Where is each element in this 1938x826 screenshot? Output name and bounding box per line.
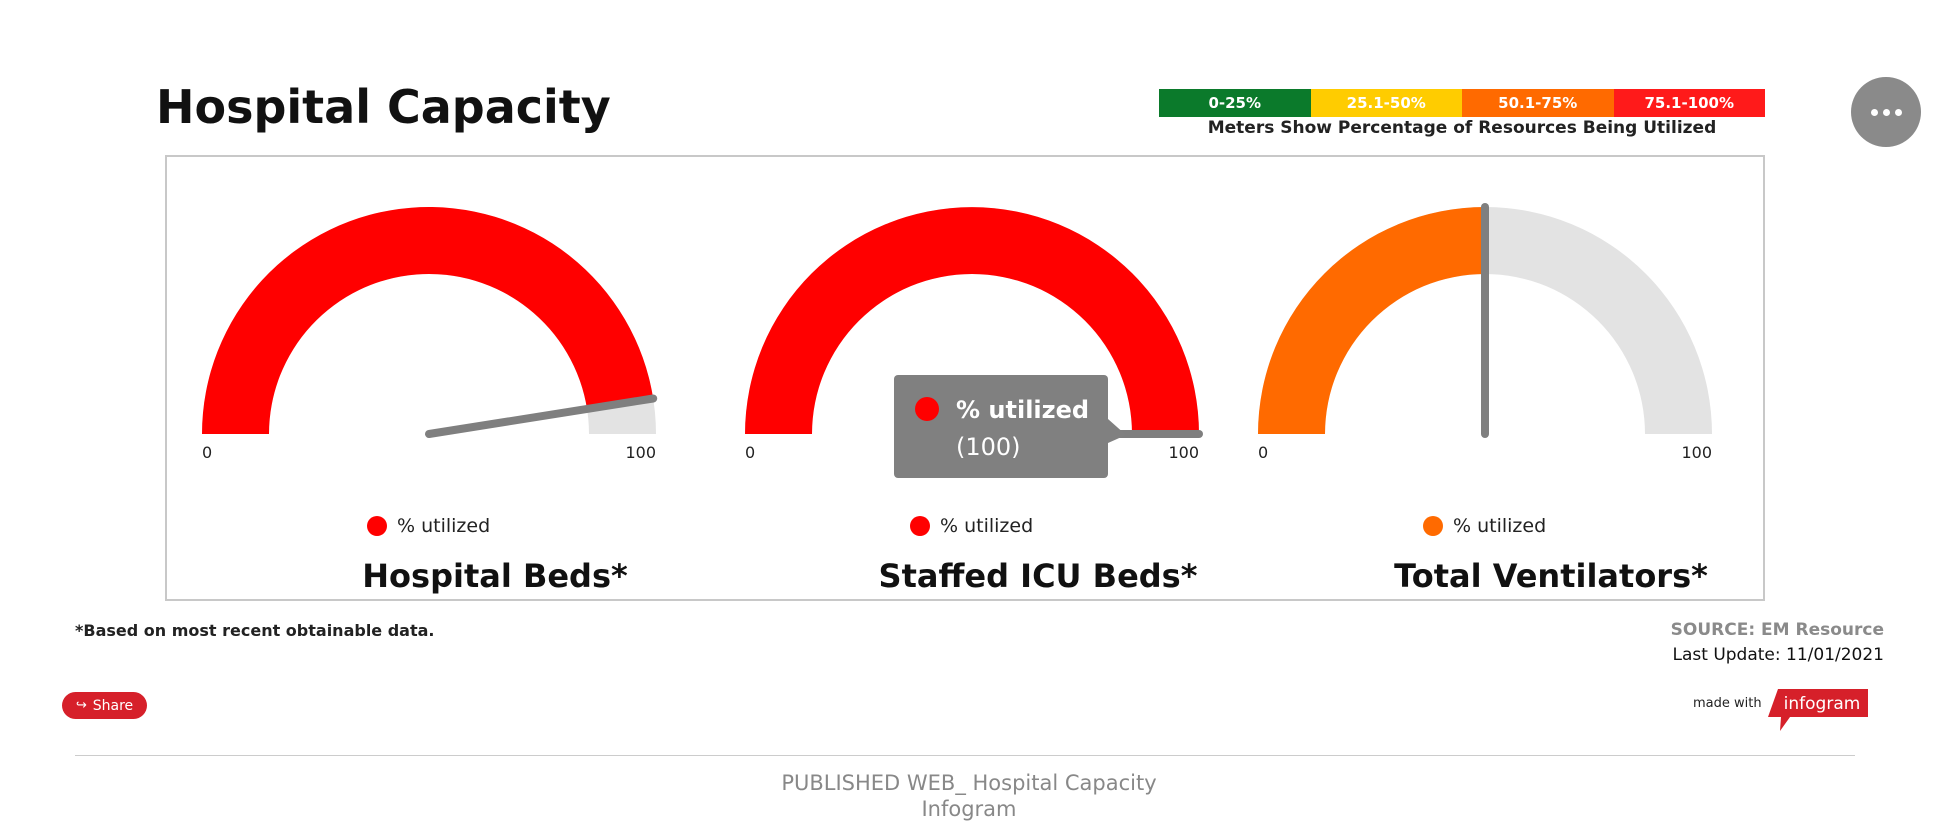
tooltip-series-name: % utilized (956, 396, 1089, 424)
gauges-svg: 0 100 % utilized 0 100 % utilized % utilized (1… (202, 203, 1712, 537)
infogram-logo[interactable]: infogram (1768, 689, 1868, 731)
legend-range-25-50: 25.1-50% (1310, 89, 1462, 117)
legend-marker (910, 516, 930, 536)
color-scale-legend: 0-25% 25.1-50% 50.1-75% 75.1-100% (1159, 89, 1765, 117)
footnote: *Based on most recent obtainable data. (75, 621, 435, 640)
legend-label: % utilized (1453, 515, 1546, 537)
gauge-title-ventilators: Total Ventilators* (1394, 557, 1708, 595)
page-title: Hospital Capacity (156, 80, 611, 134)
more-dots-icon (1882, 108, 1890, 116)
gauge-max-label: 100 (1681, 443, 1712, 462)
source-label: SOURCE: EM Resource (1670, 620, 1884, 640)
divider (75, 755, 1855, 756)
legend-label: % utilized (940, 515, 1033, 537)
gauge-min-label: 0 (745, 443, 755, 462)
gauge-max-label: 100 (1168, 443, 1199, 462)
tooltip-marker (915, 397, 939, 421)
last-update: Last Update: 11/01/2021 (1672, 645, 1885, 665)
gauge-min-label: 0 (1258, 443, 1268, 462)
tooltip-pointer (1108, 419, 1126, 443)
gauge-value-arc[interactable] (745, 207, 1199, 434)
share-label: Share (92, 697, 134, 714)
legend-marker (1423, 516, 1443, 536)
legend-range-0-25: 0-25% (1159, 89, 1311, 117)
gauge-max-label: 100 (625, 443, 656, 462)
page-caption: PUBLISHED WEB_ Hospital Capacity Infogra… (0, 770, 1938, 822)
gauge-needle (425, 394, 658, 438)
legend-label: % utilized (397, 515, 490, 537)
tooltip-value: (100) (956, 433, 1021, 461)
gauge-title-hospital-beds: Hospital Beds* (362, 557, 628, 595)
more-dots-icon (1894, 108, 1902, 116)
gauges-panel: 0 100 % utilized 0 100 % utilized % utilized (1… (165, 155, 1765, 601)
gauge-value-arc[interactable] (202, 207, 654, 434)
gauge-min-label: 0 (202, 443, 212, 462)
legend-range-50-75: 50.1-75% (1462, 89, 1614, 117)
brand-label: infogram (1784, 694, 1861, 714)
page-caption-line: PUBLISHED WEB_ Hospital Capacity (781, 771, 1157, 795)
page-caption-line: Infogram (921, 797, 1017, 821)
legend-caption: Meters Show Percentage of Resources Bein… (1207, 118, 1717, 138)
gauge-title-icu-beds: Staffed ICU Beds* (878, 557, 1198, 595)
share-icon: ↪ (75, 698, 87, 713)
tooltip-box (894, 375, 1108, 478)
gauge-value-arc[interactable] (1258, 207, 1485, 434)
more-options-button[interactable] (1851, 77, 1921, 147)
legend-marker (367, 516, 387, 536)
more-dots-icon (1870, 108, 1878, 116)
made-with-label: made with (1693, 696, 1762, 711)
legend-range-75-100: 75.1-100% (1613, 89, 1765, 117)
share-button[interactable]: ↪ Share (62, 692, 147, 719)
